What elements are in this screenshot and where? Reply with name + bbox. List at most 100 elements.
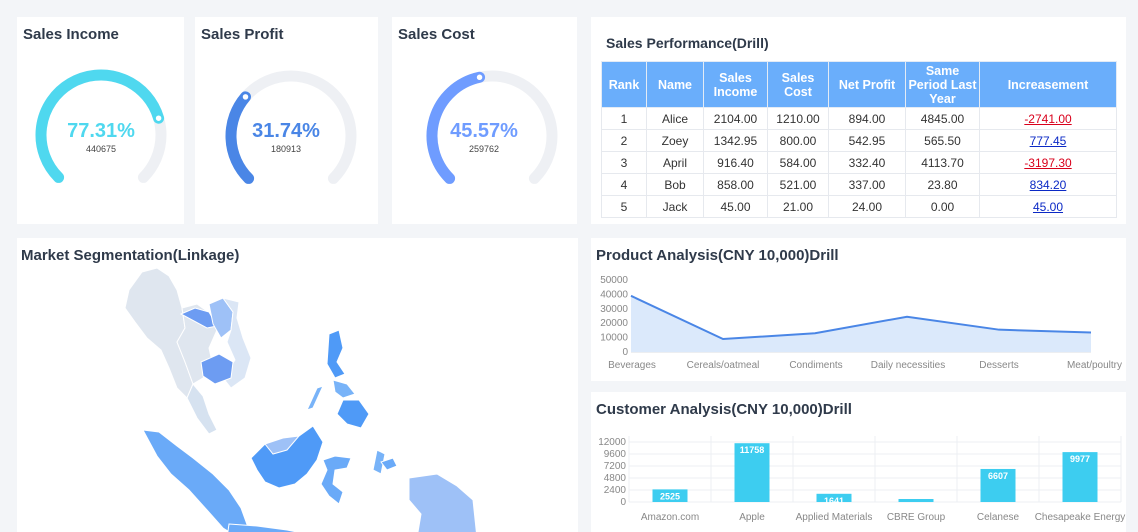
gauge-value: 180913 <box>270 144 302 154</box>
y-tick-label: 50000 <box>600 275 628 286</box>
map-region-sulawesi[interactable] <box>320 455 352 505</box>
cell-increasement: -2741.00 <box>979 107 1117 130</box>
cell-rank: 5 <box>601 195 647 218</box>
gauge-chart <box>225 70 357 184</box>
gauge-card-sales-cost[interactable]: Sales Cost 45.57% 259762 <box>392 17 577 224</box>
area-fill <box>631 295 1091 352</box>
y-tick-label: 0 <box>620 497 626 508</box>
gauge-card-sales-profit[interactable]: Sales Profit 31.74% 180913 <box>195 17 378 224</box>
cell-same-period: 4845.00 <box>905 107 980 130</box>
cell-rank: 1 <box>601 107 647 130</box>
y-tick-label: 0 <box>622 347 628 358</box>
product-analysis-title[interactable]: Product Analysis(CNY 10,000)Drill <box>596 247 839 264</box>
cell-net-profit: 24.00 <box>828 195 906 218</box>
y-tick-label: 7200 <box>604 461 627 472</box>
cell-sales-cost: 800.00 <box>767 129 829 152</box>
product-analysis-card: Product Analysis(CNY 10,000)Drill 50000 4… <box>591 238 1126 381</box>
cell-increasement: -3197.30 <box>979 151 1117 174</box>
y-tick-label: 9600 <box>604 449 627 460</box>
map-region-small-islands[interactable] <box>380 457 398 471</box>
map-region-visayas[interactable] <box>332 379 356 399</box>
increasement-link[interactable]: 834.20 <box>1029 177 1067 192</box>
x-tick-label: Celanese <box>977 512 1020 523</box>
cell-net-profit: 894.00 <box>828 107 906 130</box>
gauge-card-sales-income[interactable]: Sales Income 77.31% 440675 <box>17 17 184 224</box>
map-region-borneo-north[interactable] <box>264 435 301 455</box>
bar <box>734 443 770 502</box>
sales-performance-card: Sales Performance(Drill) Rank Name Sales… <box>591 17 1126 224</box>
bar <box>898 499 934 502</box>
table-row[interactable]: 2 Zoey 1342.95 800.00 542.95 565.50 777.… <box>601 129 1117 152</box>
customer-analysis-card: Customer Analysis(CNY 10,000)Drill 12000… <box>591 392 1126 532</box>
map-region-mindanao[interactable] <box>336 399 370 429</box>
bar-value-label: 6607 <box>988 471 1008 481</box>
cell-rank: 4 <box>601 173 647 196</box>
gauge-handle <box>241 92 250 102</box>
x-tick-label: Chesapeake Energy <box>1035 512 1126 523</box>
cell-same-period: 565.50 <box>905 129 980 152</box>
x-tick-label: Daily necessities <box>871 360 945 371</box>
southeast-asia-map[interactable] <box>17 238 578 532</box>
increasement-link[interactable]: -2741.00 <box>1024 111 1072 126</box>
x-tick-label: Desserts <box>979 360 1018 371</box>
y-tick-label: 30000 <box>600 304 628 315</box>
cell-sales-cost: 1210.00 <box>767 107 829 130</box>
gauge-value: 259762 <box>468 144 500 154</box>
gauge-fill <box>225 91 255 184</box>
map-region-malay-peninsula[interactable] <box>186 383 218 435</box>
increasement-link[interactable]: 45.00 <box>1032 199 1064 214</box>
bar-value-label: 11758 <box>740 445 765 455</box>
column-header-net-profit[interactable]: Net Profit <box>828 61 906 108</box>
cell-sales-income: 916.40 <box>703 151 768 174</box>
gauge-title: Sales Profit <box>201 26 284 43</box>
gauge-title: Sales Income <box>23 26 119 43</box>
table-row[interactable]: 5 Jack 45.00 21.00 24.00 0.00 45.00 <box>601 195 1117 218</box>
increasement-link[interactable]: 777.45 <box>1029 133 1067 148</box>
y-tick-label: 2400 <box>604 485 627 496</box>
cell-sales-cost: 584.00 <box>767 151 829 174</box>
map-region-java[interactable] <box>227 523 317 532</box>
product-area-chart[interactable]: 50000 40000 30000 20000 10000 0 Beverages Cerea… <box>591 238 1126 381</box>
x-tick-label: Amazon.com <box>641 512 699 523</box>
map-region-papua[interactable] <box>408 473 477 532</box>
cell-net-profit: 332.40 <box>828 151 906 174</box>
map-region-borneo[interactable] <box>250 425 324 489</box>
map-region-palawan[interactable] <box>306 385 324 411</box>
cell-name: Alice <box>646 107 704 130</box>
increasement-link[interactable]: -3197.30 <box>1024 155 1072 170</box>
cell-name: Zoey <box>646 129 704 152</box>
cell-sales-income: 2104.00 <box>703 107 768 130</box>
cell-name: Jack <box>646 195 704 218</box>
table-row[interactable]: 1 Alice 2104.00 1210.00 894.00 4845.00 -… <box>601 107 1117 130</box>
gauge-percent: 31.74% <box>252 120 320 142</box>
bar-value-label: 2525 <box>660 491 680 501</box>
column-header-sales-cost[interactable]: Sales Cost <box>767 61 829 108</box>
column-header-name[interactable]: Name <box>646 61 704 108</box>
column-header-rank[interactable]: Rank <box>601 61 647 108</box>
column-header-increasement[interactable]: Increasement <box>979 61 1117 108</box>
table-row[interactable]: 3 April 916.40 584.00 332.40 4113.70 -31… <box>601 151 1117 174</box>
column-header-same-period[interactable]: Same Period Last Year <box>905 61 980 108</box>
table-row[interactable]: 4 Bob 858.00 521.00 337.00 23.80 834.20 <box>601 173 1117 196</box>
map-region-moluccas[interactable] <box>372 449 386 475</box>
bar <box>652 489 688 502</box>
bar <box>816 493 852 502</box>
gauge-chart <box>426 70 558 184</box>
cell-rank: 3 <box>601 151 647 174</box>
map-region-cambodia[interactable] <box>200 353 234 385</box>
map-region-sumatra[interactable] <box>142 429 250 532</box>
sales-performance-title[interactable]: Sales Performance(Drill) <box>606 35 769 51</box>
y-tick-label: 10000 <box>600 333 628 344</box>
map-region-vietnam[interactable] <box>221 297 252 389</box>
cell-same-period: 23.80 <box>905 173 980 196</box>
cell-increasement: 45.00 <box>979 195 1117 218</box>
map-region-luzon[interactable] <box>326 329 346 379</box>
column-header-sales-income[interactable]: Sales Income <box>703 61 768 108</box>
cell-same-period: 4113.70 <box>905 151 980 174</box>
customer-analysis-title[interactable]: Customer Analysis(CNY 10,000)Drill <box>596 401 852 418</box>
x-tick-label: Apple <box>739 512 765 523</box>
gauge-handle <box>475 73 484 82</box>
market-segmentation-title: Market Segmentation(Linkage) <box>21 247 240 264</box>
gauge-value: 440675 <box>85 144 117 154</box>
